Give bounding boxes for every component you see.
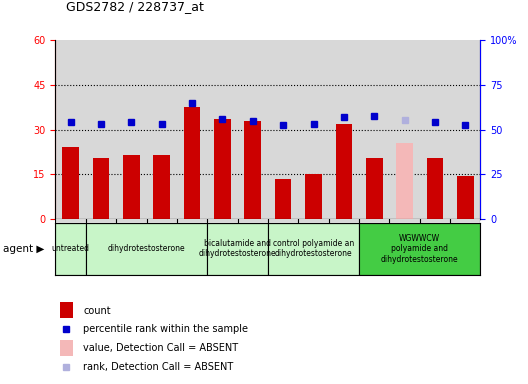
- Bar: [427, 158, 444, 219]
- Bar: [153, 155, 170, 219]
- Bar: [86, 223, 207, 275]
- Text: dihydrotestosterone: dihydrotestosterone: [108, 244, 185, 253]
- Bar: [457, 176, 474, 219]
- Bar: [305, 174, 322, 219]
- Text: control polyamide an
dihydrotestosterone: control polyamide an dihydrotestosterone: [273, 239, 354, 258]
- Bar: [244, 121, 261, 219]
- Bar: [335, 124, 352, 219]
- Bar: [359, 223, 480, 275]
- Text: WGWWCW
polyamide and
dihydrotestosterone: WGWWCW polyamide and dihydrotestosterone: [381, 234, 459, 263]
- Bar: [92, 158, 109, 219]
- Bar: [214, 119, 231, 219]
- Bar: [60, 339, 73, 356]
- Bar: [60, 303, 73, 318]
- Bar: [396, 143, 413, 219]
- Bar: [366, 158, 383, 219]
- Bar: [55, 223, 86, 275]
- Text: bicalutamide and
dihydrotestosterone: bicalutamide and dihydrotestosterone: [199, 239, 277, 258]
- Text: agent ▶: agent ▶: [3, 243, 44, 254]
- Text: GDS2782 / 228737_at: GDS2782 / 228737_at: [66, 0, 204, 13]
- Text: percentile rank within the sample: percentile rank within the sample: [83, 324, 248, 334]
- Text: count: count: [83, 306, 111, 316]
- Text: untreated: untreated: [52, 244, 90, 253]
- Text: value, Detection Call = ABSENT: value, Detection Call = ABSENT: [83, 343, 238, 353]
- Bar: [275, 179, 291, 219]
- Bar: [184, 107, 201, 219]
- Text: rank, Detection Call = ABSENT: rank, Detection Call = ABSENT: [83, 362, 233, 372]
- Bar: [207, 223, 268, 275]
- Bar: [62, 147, 79, 219]
- Bar: [268, 223, 359, 275]
- Bar: [123, 155, 140, 219]
